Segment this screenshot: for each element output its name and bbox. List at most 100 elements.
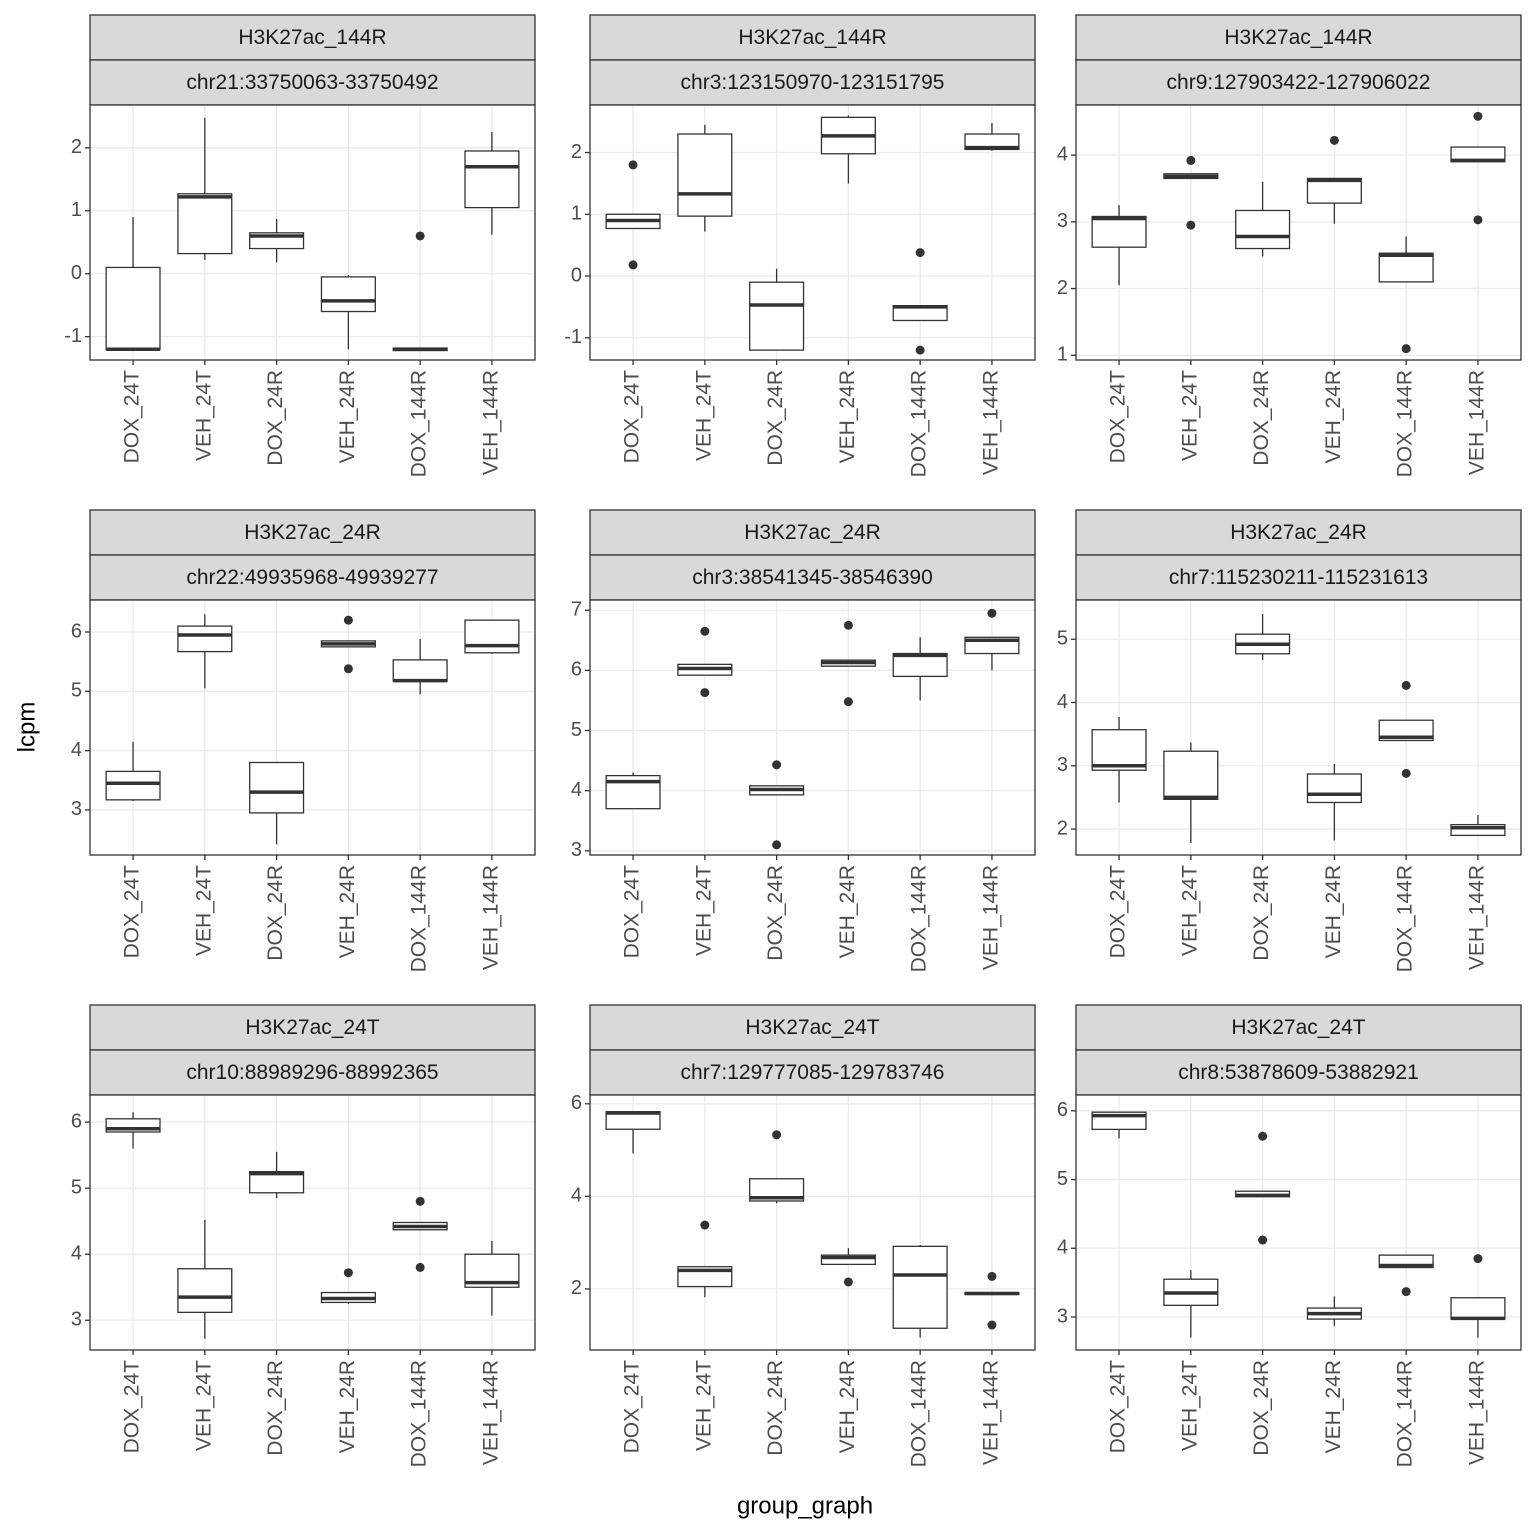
y-tick-label: -1 bbox=[64, 325, 82, 347]
strip-label: H3K27ac_24R bbox=[1230, 521, 1367, 544]
panel-border bbox=[89, 599, 536, 856]
strip bbox=[89, 554, 536, 601]
y-tick-label: 1 bbox=[571, 203, 582, 225]
x-tick-label: DOX_24T bbox=[121, 1360, 144, 1454]
y-tick-label: 4 bbox=[71, 739, 82, 761]
x-tick-label: DOX_24R bbox=[264, 370, 287, 466]
strip bbox=[89, 1004, 536, 1051]
box bbox=[892, 1245, 948, 1329]
strip bbox=[589, 1049, 1036, 1096]
outlier bbox=[915, 345, 925, 355]
x-tick-label: DOX_144R bbox=[408, 370, 431, 477]
panel bbox=[1076, 600, 1521, 855]
strip bbox=[589, 59, 1036, 106]
box bbox=[964, 133, 1020, 151]
outlier bbox=[1473, 1254, 1483, 1264]
outlier bbox=[628, 260, 638, 270]
panel-border bbox=[89, 104, 536, 361]
strip-label: H3K27ac_24T bbox=[245, 1016, 379, 1039]
outlier bbox=[987, 608, 997, 618]
x-tick-label: VEH_144R bbox=[1465, 865, 1488, 970]
x-tick-label: DOX_24R bbox=[764, 370, 787, 466]
panel bbox=[90, 1095, 535, 1350]
outlier bbox=[415, 1196, 425, 1206]
panel-border bbox=[589, 599, 1036, 856]
outlier bbox=[1186, 155, 1196, 165]
outlier bbox=[1258, 1131, 1268, 1141]
y-tick-label: 7 bbox=[571, 599, 582, 621]
outlier bbox=[987, 1271, 997, 1281]
y-tick-label: 4 bbox=[1057, 1237, 1068, 1259]
y-tick-label: 0 bbox=[571, 264, 582, 286]
panel bbox=[90, 600, 535, 855]
strip-label: chr7:115230211-115231613 bbox=[1169, 566, 1428, 589]
x-tick-label: VEH_24R bbox=[1322, 865, 1345, 958]
outlier bbox=[343, 664, 353, 674]
strip-label: H3K27ac_24R bbox=[244, 521, 381, 544]
y-tick-label: 3 bbox=[71, 1309, 82, 1331]
x-tick-label: DOX_144R bbox=[908, 1360, 931, 1467]
y-tick-label: 2 bbox=[571, 141, 582, 163]
outlier bbox=[1401, 344, 1411, 354]
x-tick-label: VEH_144R bbox=[479, 1360, 502, 1465]
panel-border bbox=[589, 104, 1036, 361]
x-tick-label: VEH_24T bbox=[192, 1360, 215, 1451]
y-tick-label: 5 bbox=[571, 719, 582, 741]
box bbox=[1163, 750, 1219, 800]
strip-label: chr9:127903422-127906022 bbox=[1167, 71, 1431, 94]
panel bbox=[1076, 105, 1521, 360]
box bbox=[1091, 729, 1147, 771]
strip bbox=[89, 14, 536, 61]
x-tick-label: VEH_24R bbox=[336, 370, 359, 463]
x-tick-label: DOX_24R bbox=[1250, 370, 1273, 466]
panel bbox=[1076, 1095, 1521, 1350]
strip-label: H3K27ac_24T bbox=[1231, 1016, 1365, 1039]
x-tick-label: VEH_24R bbox=[1322, 370, 1345, 463]
strip bbox=[1075, 14, 1522, 61]
y-tick-label: 3 bbox=[1057, 210, 1068, 232]
strip bbox=[89, 1049, 536, 1096]
box bbox=[1306, 177, 1362, 204]
box bbox=[1378, 719, 1434, 742]
y-tick-label: 5 bbox=[1057, 1168, 1068, 1190]
outlier bbox=[1258, 1235, 1268, 1245]
outlier bbox=[343, 615, 353, 625]
x-tick-label: DOX_144R bbox=[1394, 1360, 1417, 1467]
panel bbox=[590, 1095, 1035, 1350]
outlier bbox=[915, 248, 925, 258]
box bbox=[1091, 215, 1147, 248]
x-tick-label: VEH_144R bbox=[1465, 370, 1488, 475]
x-tick-label: VEH_24R bbox=[1322, 1360, 1345, 1453]
outlier bbox=[415, 231, 425, 241]
outlier bbox=[1473, 215, 1483, 225]
outlier bbox=[843, 1277, 853, 1287]
box bbox=[1235, 209, 1291, 250]
panel-border bbox=[1075, 104, 1522, 361]
strip-label: chr8:53878609-53882921 bbox=[1178, 1061, 1419, 1084]
outlier bbox=[1401, 1287, 1411, 1297]
y-tick-label: 4 bbox=[1057, 143, 1068, 165]
strip bbox=[89, 59, 536, 106]
y-tick-label: 1 bbox=[1057, 344, 1068, 366]
strip-label: chr21:33750063-33750492 bbox=[186, 71, 438, 94]
panel-border bbox=[1075, 1094, 1522, 1351]
box bbox=[177, 625, 233, 653]
x-tick-label: VEH_144R bbox=[979, 865, 1002, 970]
x-tick-label: DOX_24T bbox=[121, 865, 144, 959]
y-tick-label: 6 bbox=[71, 1110, 82, 1132]
panel-border bbox=[1075, 599, 1522, 856]
x-tick-label: VEH_144R bbox=[1465, 1360, 1488, 1465]
outlier bbox=[772, 1130, 782, 1140]
y-tick-label: 3 bbox=[71, 798, 82, 820]
box bbox=[464, 619, 520, 654]
x-tick-label: VEH_24R bbox=[336, 1360, 359, 1453]
panel bbox=[590, 600, 1035, 855]
outlier bbox=[843, 697, 853, 707]
box bbox=[1306, 773, 1362, 804]
outlier bbox=[700, 626, 710, 636]
strip-label: chr3:38541345-38546390 bbox=[692, 566, 933, 589]
y-tick-label: 2 bbox=[1057, 277, 1068, 299]
strip-label: H3K27ac_144R bbox=[738, 26, 886, 49]
x-tick-label: VEH_24R bbox=[836, 1360, 859, 1453]
box bbox=[1450, 1297, 1506, 1320]
